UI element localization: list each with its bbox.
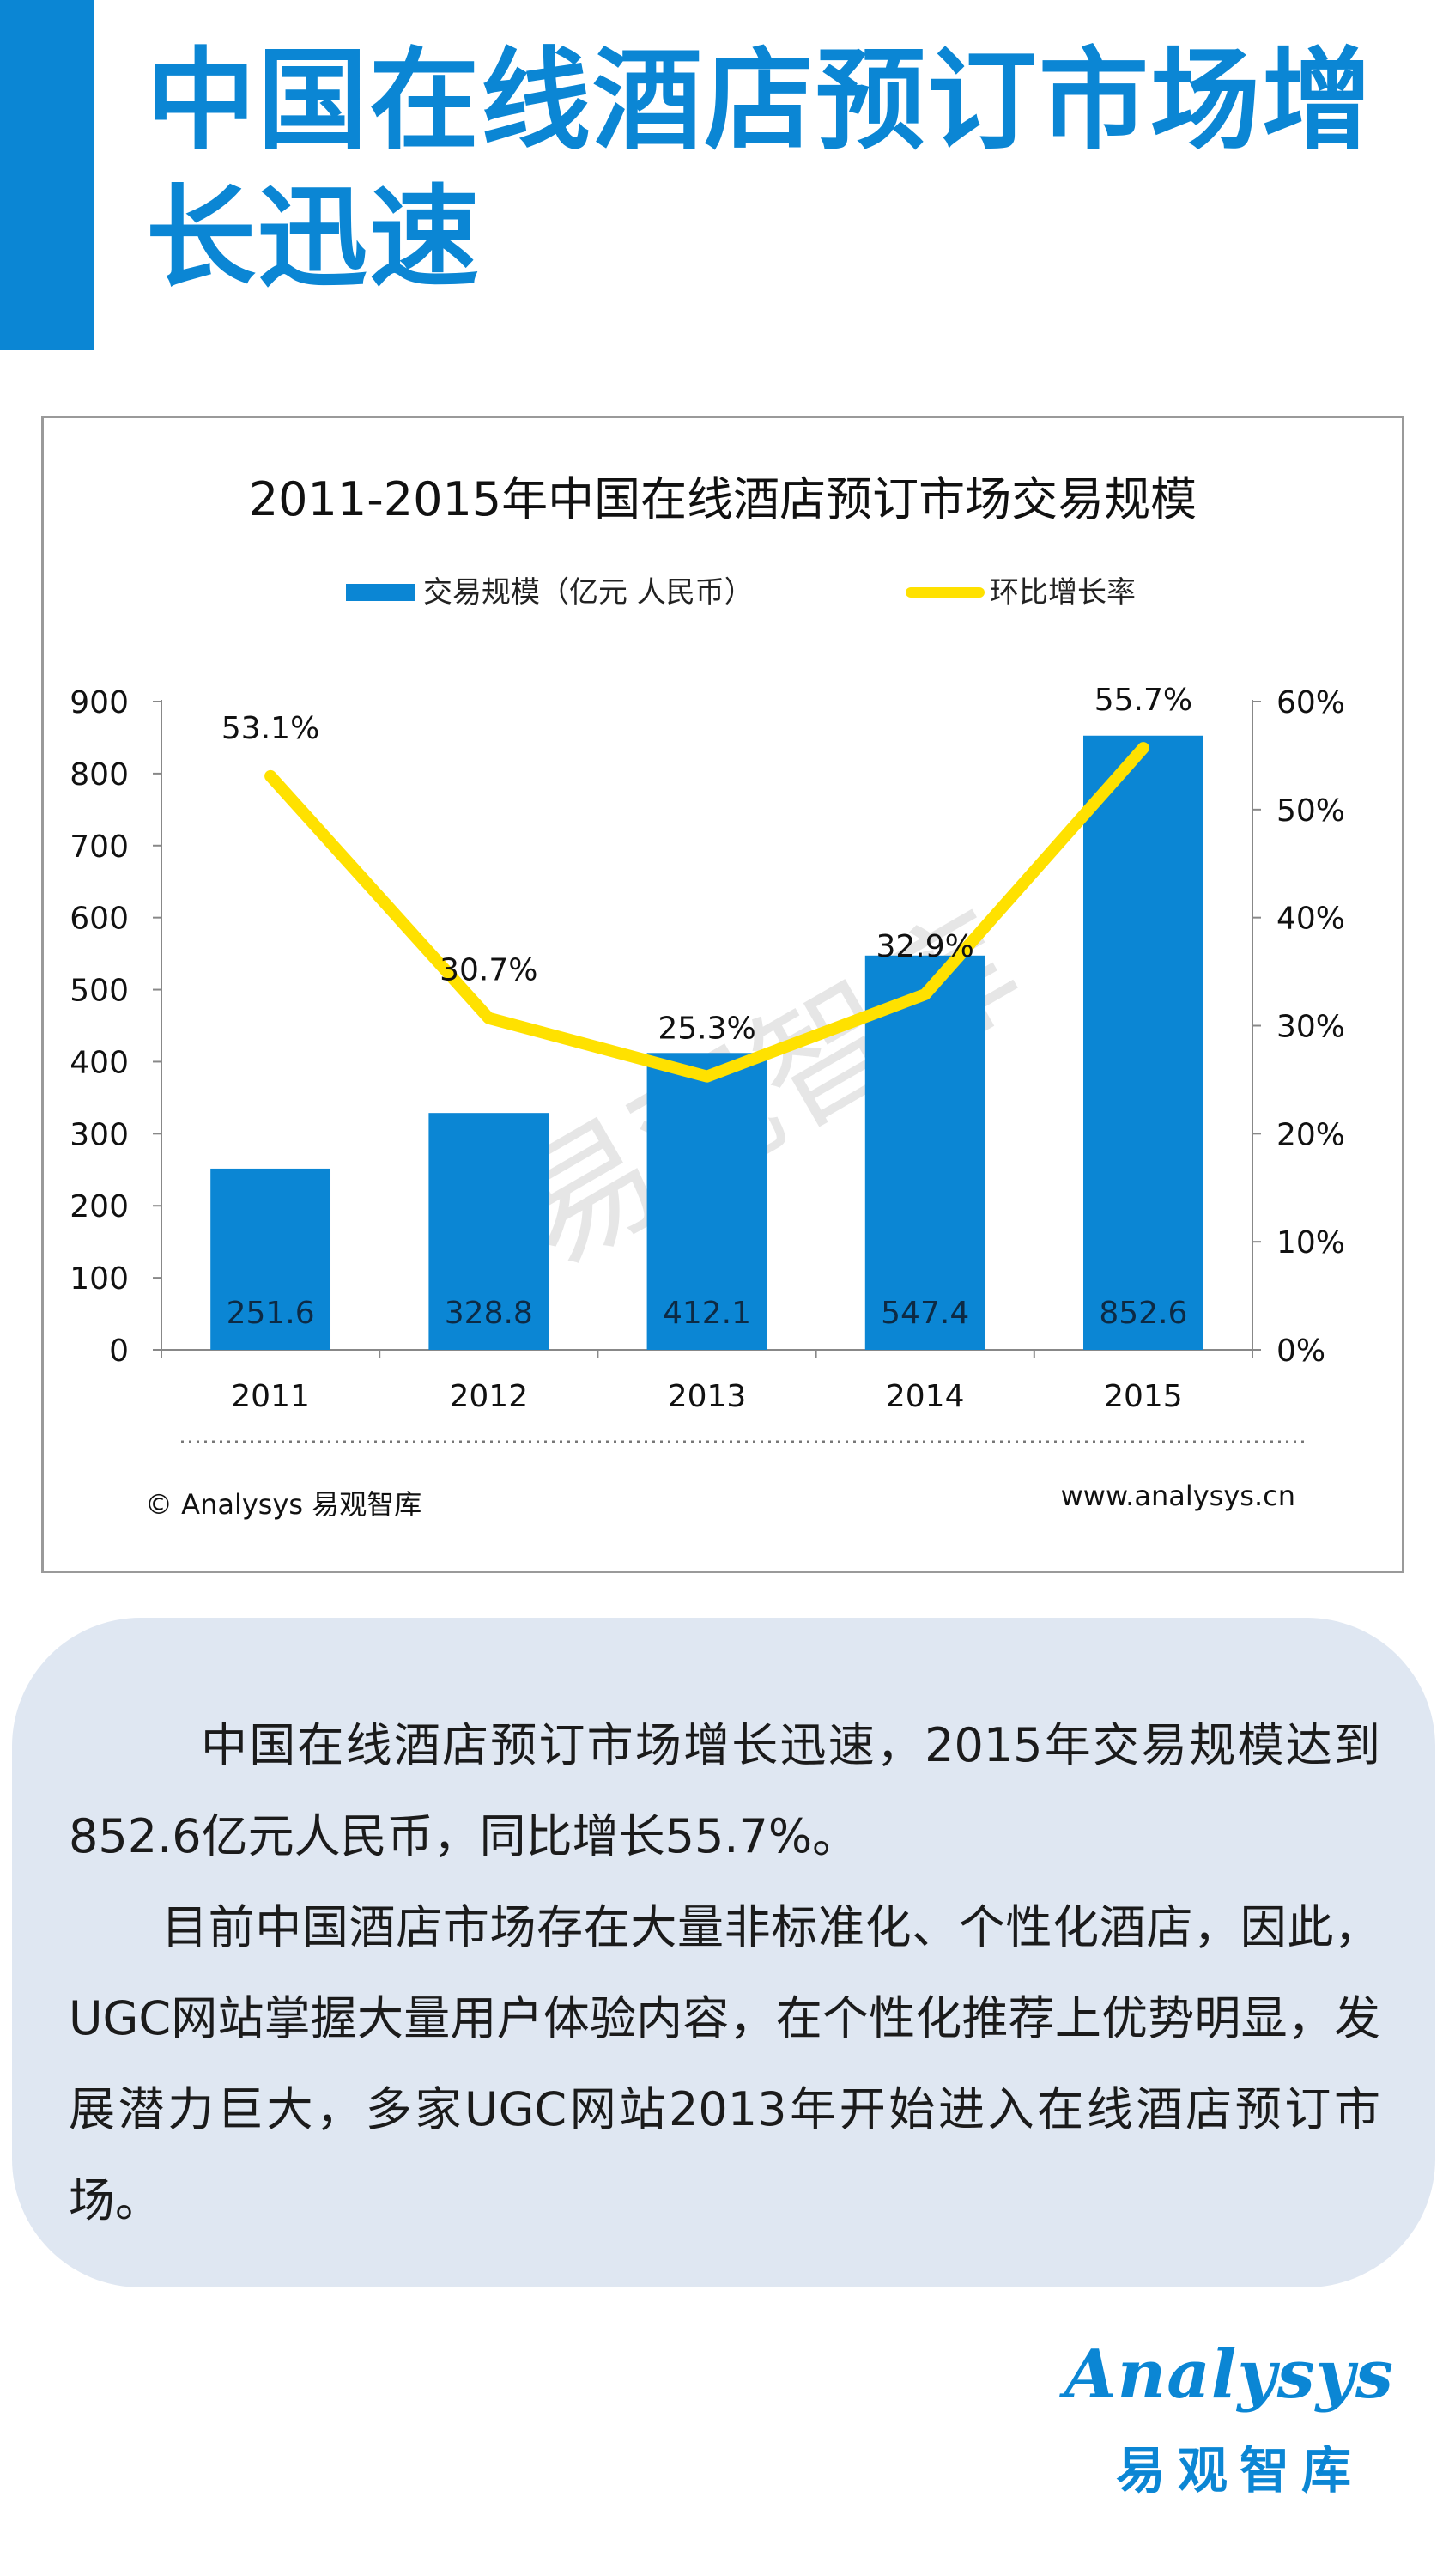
bar-value-label: 251.6 <box>227 1296 315 1331</box>
y-tick-label: 800 <box>70 757 129 793</box>
y2-tick-label: 60% <box>1276 685 1345 720</box>
summary-box: 中国在线酒店预订市场增长迅速，2015年交易规模达到852.6亿元人民币，同比增… <box>12 1618 1435 2287</box>
y2-tick-label: 10% <box>1276 1225 1345 1261</box>
page-title: 中国在线酒店预订市场增长迅速 <box>146 37 1374 302</box>
x-tick-label: 2015 <box>1104 1379 1183 1414</box>
y-tick-label: 700 <box>70 829 129 865</box>
x-tick-label: 2013 <box>668 1379 747 1414</box>
bar-value-label: 852.6 <box>1099 1296 1187 1331</box>
summary-paragraph-2: 目前中国酒店市场存在大量非标准化、个性化酒店，因此，UGC网站掌握大量用户体验内… <box>69 1900 1380 2227</box>
growth-point-2011 <box>268 773 274 779</box>
y-tick-label: 300 <box>70 1117 129 1152</box>
growth-value-label: 30.7% <box>440 953 537 988</box>
y-tick-label: 0 <box>109 1334 129 1369</box>
bar-2014 <box>864 955 985 1350</box>
source-right: www.analysys.cn <box>1061 1479 1295 1512</box>
y-tick-label: 500 <box>70 974 129 1009</box>
growth-point-2014 <box>922 992 928 998</box>
x-tick-label: 2012 <box>449 1379 528 1414</box>
growth-point-2015 <box>1140 745 1146 751</box>
y2-tick-label: 30% <box>1276 1010 1345 1045</box>
growth-value-label: 32.9% <box>876 929 974 964</box>
chart-title: 2011-2015年中国在线酒店预订市场交易规模 <box>249 472 1197 526</box>
y-tick-label: 100 <box>70 1261 129 1297</box>
bar-2012 <box>428 1113 549 1350</box>
growth-point-2012 <box>486 1015 492 1021</box>
brand-logo: Analysys 易观智库 <box>1064 2336 1425 2500</box>
x-tick-label: 2014 <box>886 1379 965 1414</box>
growth-value-label: 53.1% <box>221 711 319 746</box>
bar-2011 <box>210 1168 331 1350</box>
bar-2013 <box>646 1053 767 1350</box>
y-tick-label: 200 <box>70 1189 129 1224</box>
y-tick-label: 400 <box>70 1045 129 1080</box>
summary-paragraph-1: 中国在线酒店预订市场增长迅速，2015年交易规模达到852.6亿元人民币，同比增… <box>69 1718 1380 1863</box>
bar-value-label: 412.1 <box>663 1296 751 1331</box>
bar-value-label: 547.4 <box>881 1296 969 1331</box>
bar-2015 <box>1082 735 1203 1350</box>
growth-value-label: 55.7% <box>1094 683 1192 718</box>
growth-point-2013 <box>704 1073 710 1079</box>
y2-tick-label: 40% <box>1276 902 1345 937</box>
y-tick-label: 600 <box>70 902 129 937</box>
title-accent-bar <box>0 0 94 350</box>
y2-tick-label: 50% <box>1276 793 1345 829</box>
source-left: © Analysys 易观智库 <box>145 1488 421 1521</box>
analysys-logo-text: Analysys <box>1064 2336 1394 2414</box>
bar-value-label: 328.8 <box>445 1296 533 1331</box>
y-tick-label: 900 <box>70 685 129 720</box>
legend-bar-swatch <box>346 584 415 601</box>
growth-value-label: 25.3% <box>658 1012 755 1047</box>
legend-bar-label: 交易规模（亿元 人民币） <box>423 575 754 610</box>
legend-line-label: 环比增长率 <box>990 575 1136 610</box>
y2-tick-label: 0% <box>1276 1334 1325 1369</box>
x-tick-label: 2011 <box>231 1379 310 1414</box>
y2-tick-label: 20% <box>1276 1117 1345 1152</box>
brand-chinese-name: 易观智库 <box>1116 2441 1364 2500</box>
